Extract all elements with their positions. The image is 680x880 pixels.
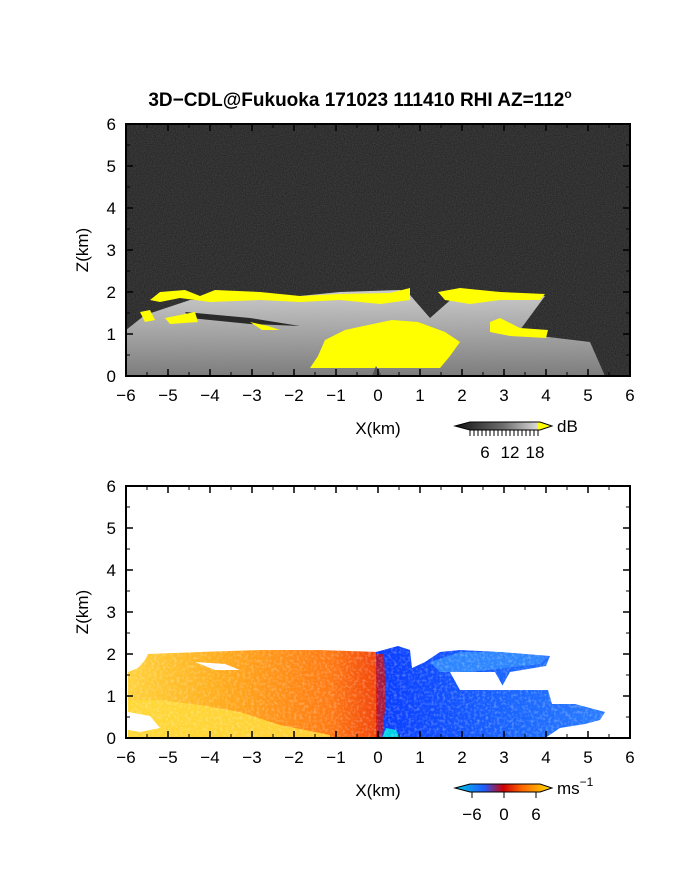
velocity-ytick-label: 4 xyxy=(107,561,116,580)
velocity-colorbar-unit: ms−1 xyxy=(557,775,594,798)
velocity-xtick-label: 5 xyxy=(583,748,592,767)
backscatter-xtick-label: −6 xyxy=(116,386,135,405)
velocity-ytick-label: 2 xyxy=(107,645,116,664)
backscatter-xtick-label: 2 xyxy=(457,386,466,405)
backscatter-colorbar-bar xyxy=(453,421,554,431)
figure-title: 3D−CDL@Fukuoka 171023 111410 RHI AZ=112o xyxy=(148,87,571,111)
backscatter-xtick-label: −3 xyxy=(242,386,261,405)
backscatter-ytick-label: 3 xyxy=(107,241,116,260)
velocity-panel xyxy=(126,486,630,738)
backscatter-near-lidar xyxy=(310,320,460,368)
backscatter-ylabel: Z(km) xyxy=(73,228,92,272)
backscatter-ytick-label: 6 xyxy=(107,115,116,134)
backscatter-colorbar: dB 6 12 18 xyxy=(453,417,578,462)
backscatter-ytick-label: 1 xyxy=(107,325,116,344)
backscatter-ytick-label: 5 xyxy=(107,157,116,176)
velocity-xlabel: X(km) xyxy=(355,781,400,800)
backscatter-colorbar-ticks xyxy=(469,430,539,436)
velocity-xtick-label: −5 xyxy=(158,748,177,767)
backscatter-colorbar-label-18: 18 xyxy=(526,443,545,462)
velocity-xtick-label: −1 xyxy=(326,748,345,767)
backscatter-xtick-label: 1 xyxy=(415,386,424,405)
velocity-xtick-label: 4 xyxy=(541,748,550,767)
backscatter-ytick-label: 2 xyxy=(107,283,116,302)
lidar-site-marker xyxy=(372,366,382,376)
backscatter-xlabel: X(km) xyxy=(355,419,400,438)
velocity-ytick-label: 3 xyxy=(107,603,116,622)
backscatter-xtick-label: 6 xyxy=(625,386,634,405)
backscatter-echo-fan-shadow xyxy=(185,312,300,326)
backscatter-xtick-label: 5 xyxy=(583,386,592,405)
velocity-xtick-label: −3 xyxy=(242,748,261,767)
velocity-colorbar-bar xyxy=(453,783,554,793)
velocity-xtick-label: 3 xyxy=(499,748,508,767)
velocity-xtick-label: 2 xyxy=(457,748,466,767)
backscatter-xtick-label: −5 xyxy=(158,386,177,405)
backscatter-colorbar-label-6: 6 xyxy=(480,443,489,462)
backscatter-ytick-label: 4 xyxy=(107,199,116,218)
velocity-colorbar-label-0: 0 xyxy=(499,805,508,824)
velocity-ytick-label: 0 xyxy=(107,729,116,748)
velocity-axes: −6 −5 −4 −3 −2 −1 0 1 2 3 4 5 6 0 1 2 3 4 5 6 xyxy=(107,477,635,767)
backscatter-xtick-label: −2 xyxy=(284,386,303,405)
backscatter-lower-cloud-west xyxy=(140,310,198,324)
velocity-ytick-label: 1 xyxy=(107,687,116,706)
backscatter-cloud-base-west xyxy=(150,288,410,304)
velocity-ylabel: Z(km) xyxy=(73,590,92,634)
velocity-xtick-label: 6 xyxy=(625,748,634,767)
velocity-ytick-label: 6 xyxy=(107,477,116,496)
backscatter-lower-cloud-east xyxy=(250,318,548,338)
backscatter-xtick-label: 4 xyxy=(541,386,550,405)
velocity-xtick-label: −4 xyxy=(200,748,219,767)
backscatter-panel xyxy=(126,124,630,376)
velocity-xtick-label: −2 xyxy=(284,748,303,767)
backscatter-xtick-label: −4 xyxy=(200,386,219,405)
backscatter-axes: −6 −5 −4 −3 −2 −1 0 1 2 3 4 5 6 0 1 2 3 4 5 6 xyxy=(107,115,635,405)
backscatter-ytick-label: 0 xyxy=(107,367,116,386)
velocity-ytick-label: 5 xyxy=(107,519,116,538)
velocity-xtick-label: 0 xyxy=(373,748,382,767)
backscatter-colorbar-label-12: 12 xyxy=(501,443,520,462)
backscatter-cloud-base-east xyxy=(438,288,545,304)
velocity-xtick-label: −6 xyxy=(116,748,135,767)
velocity-colorbar-ticks xyxy=(471,792,537,798)
backscatter-colorbar-unit: dB xyxy=(557,417,578,436)
velocity-xtick-label: 1 xyxy=(415,748,424,767)
velocity-colorbar-label-neg6: −6 xyxy=(462,805,481,824)
backscatter-xtick-label: −1 xyxy=(326,386,345,405)
backscatter-xtick-label: 0 xyxy=(373,386,382,405)
velocity-colorbar: ms−1 −6 0 6 xyxy=(453,775,594,824)
velocity-speckle xyxy=(126,640,630,738)
velocity-colorbar-label-6: 6 xyxy=(531,805,540,824)
backscatter-xtick-label: 3 xyxy=(499,386,508,405)
